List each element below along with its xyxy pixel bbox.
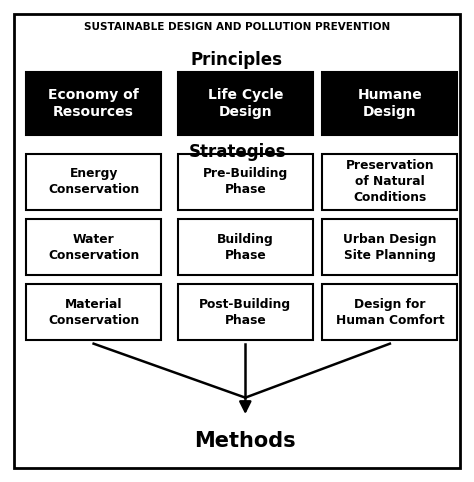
Text: Material
Conservation: Material Conservation — [48, 297, 139, 327]
Bar — [322, 284, 457, 340]
Text: Pre-Building
Phase: Pre-Building Phase — [203, 167, 288, 197]
Bar — [322, 154, 457, 210]
Text: SUSTAINABLE DESIGN AND POLLUTION PREVENTION: SUSTAINABLE DESIGN AND POLLUTION PREVENT… — [84, 22, 390, 31]
Bar — [178, 219, 313, 275]
Text: Preservation
of Natural
Conditions: Preservation of Natural Conditions — [346, 160, 434, 204]
Text: Humane
Design: Humane Design — [357, 88, 422, 119]
Text: Strategies: Strategies — [188, 143, 286, 161]
Bar — [26, 284, 161, 340]
Text: Principles: Principles — [191, 51, 283, 69]
Text: Building
Phase: Building Phase — [217, 232, 273, 262]
Text: Energy
Conservation: Energy Conservation — [48, 167, 139, 197]
Bar — [26, 219, 161, 275]
Bar — [26, 72, 161, 135]
Text: Water
Conservation: Water Conservation — [48, 232, 139, 262]
Bar — [322, 72, 457, 135]
Text: Life Cycle
Design: Life Cycle Design — [208, 88, 283, 119]
Text: Methods: Methods — [194, 431, 296, 451]
Text: Post-Building
Phase: Post-Building Phase — [199, 297, 292, 327]
Bar — [178, 154, 313, 210]
Text: Urban Design
Site Planning: Urban Design Site Planning — [343, 232, 437, 262]
Text: Design for
Human Comfort: Design for Human Comfort — [336, 297, 444, 327]
Bar — [178, 284, 313, 340]
Bar — [322, 219, 457, 275]
Text: Economy of
Resources: Economy of Resources — [48, 88, 139, 119]
Bar — [178, 72, 313, 135]
Bar — [26, 154, 161, 210]
